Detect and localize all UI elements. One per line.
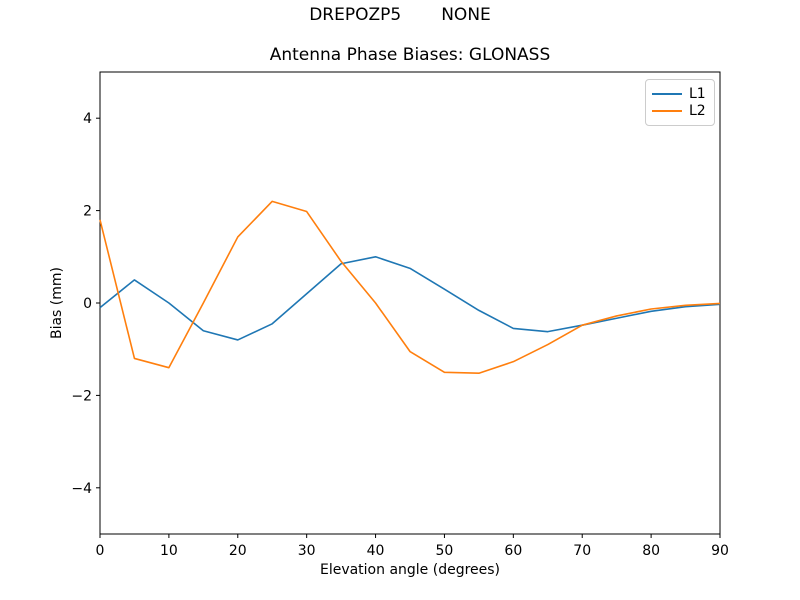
legend: L1 L2 xyxy=(645,79,715,126)
y-tick-label: −4 xyxy=(71,481,92,497)
legend-item-l2: L2 xyxy=(652,103,707,121)
y-tick-label: 0 xyxy=(83,296,92,312)
axes-box xyxy=(99,71,721,535)
x-tick-label: 40 xyxy=(367,543,385,559)
y-axis-label: Bias (mm) xyxy=(49,266,65,340)
x-tick-label: 50 xyxy=(436,543,454,559)
x-tick-label: 70 xyxy=(573,543,591,559)
legend-label-l2: L2 xyxy=(689,103,706,120)
x-tick-label: 90 xyxy=(711,543,729,559)
figure-suptitle: DREPOZP5 NONE xyxy=(0,6,800,25)
x-tick-label: 10 xyxy=(160,543,178,559)
y-tick-label: −2 xyxy=(71,388,92,404)
x-tick-label: 0 xyxy=(96,543,105,559)
x-axis-label: Elevation angle (degrees) xyxy=(319,562,501,578)
x-tick-label: 80 xyxy=(642,543,660,559)
legend-label-l1: L1 xyxy=(689,85,706,102)
series-line-l1 xyxy=(99,255,721,341)
legend-item-l1: L1 xyxy=(652,85,707,103)
series-line-l2 xyxy=(99,200,721,375)
x-tick-label: 60 xyxy=(504,543,522,559)
chart-title: Antenna Phase Biases: GLONASS xyxy=(269,45,551,65)
suptitle-station: DREPOZP5 xyxy=(309,5,402,25)
x-tick-label: 20 xyxy=(229,543,247,559)
suptitle-antenna: NONE xyxy=(441,5,491,25)
l2-line-swatch xyxy=(652,110,682,113)
l1-line-swatch xyxy=(652,92,682,95)
y-tick-label: 4 xyxy=(83,111,92,127)
y-tick-label: 2 xyxy=(83,204,92,220)
x-tick-label: 30 xyxy=(298,543,316,559)
